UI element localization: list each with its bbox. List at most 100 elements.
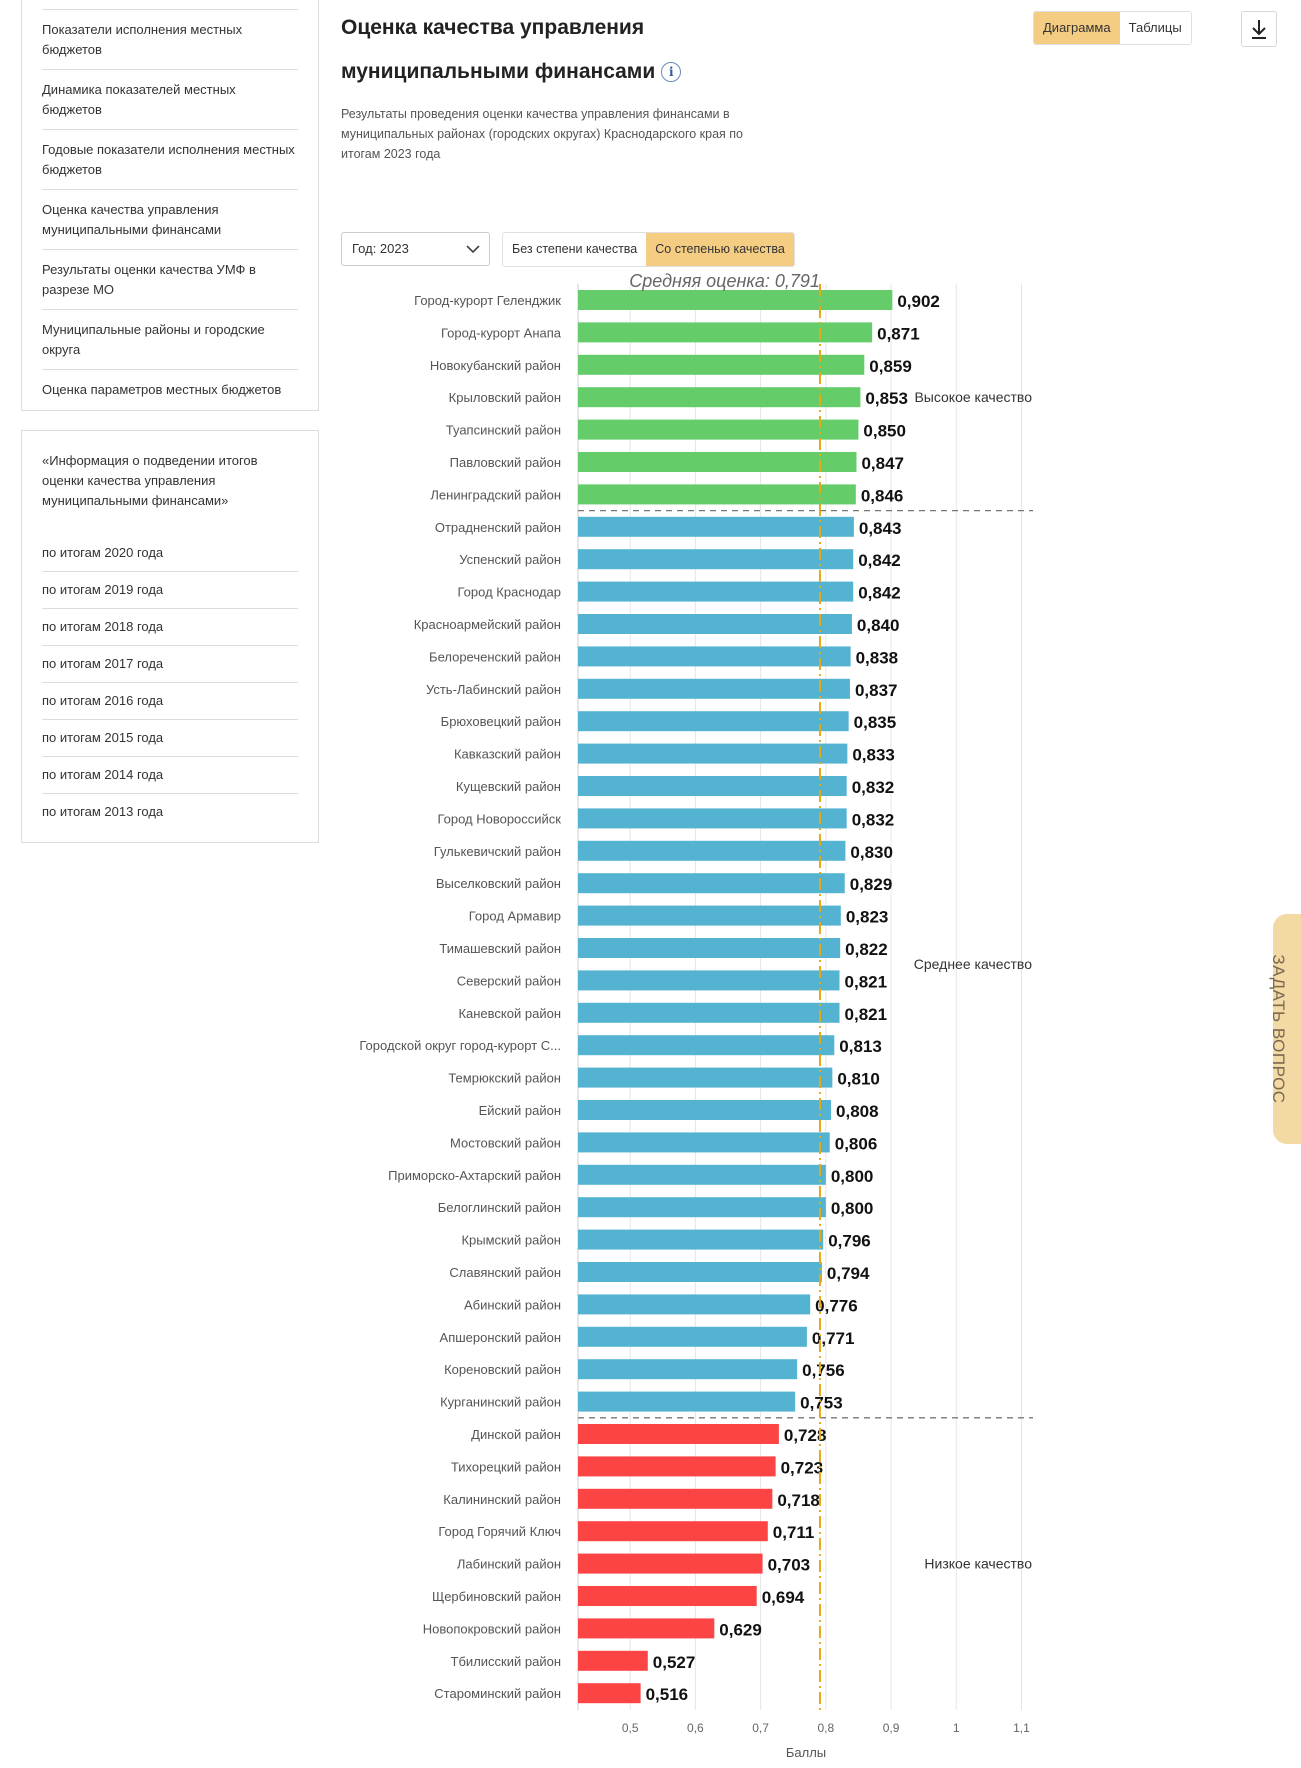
chevron-down-icon: [466, 245, 480, 254]
category-label: Курганинский район: [440, 1395, 561, 1410]
category-label: Город Горячий Ключ: [438, 1524, 561, 1539]
bar-value-label: 0,703: [768, 1556, 811, 1575]
sidebar-item-annual-indicators[interactable]: Годовые показатели исполнения местных бю…: [42, 130, 298, 190]
bar-medium: [578, 1164, 826, 1185]
sidebar-item-districts[interactable]: Муниципальные районы и городские округа: [42, 310, 298, 370]
bar-medium: [578, 516, 854, 537]
bar-medium: [578, 1326, 807, 1347]
bar-low: [578, 1618, 715, 1639]
category-label: Усть-Лабинский район: [426, 682, 561, 697]
bar-medium: [578, 1262, 822, 1282]
x-tick-label: 0,5: [622, 1721, 639, 1735]
bar-value-label: 0,694: [762, 1588, 805, 1607]
view-chart-button[interactable]: Диаграмма: [1034, 12, 1120, 44]
category-label: Тихорецкий район: [451, 1459, 561, 1474]
bar-medium: [578, 873, 845, 894]
category-label: Красноармейский район: [414, 617, 561, 632]
category-label: Славянский район: [449, 1265, 561, 1280]
bar-medium: [578, 743, 848, 764]
year-select[interactable]: Год: 2023: [341, 232, 490, 266]
bar-value-label: 0,821: [845, 1005, 888, 1024]
bar-value-label: 0,728: [784, 1426, 827, 1445]
category-label: Крыловский район: [449, 390, 561, 405]
bar-high: [578, 484, 856, 505]
category-label: Выселковский район: [436, 876, 561, 891]
download-icon: [1252, 20, 1266, 39]
category-label: Белореченский район: [429, 649, 561, 664]
zone-label-low: Низкое качество: [924, 1556, 1032, 1572]
report-link-2014[interactable]: по итогам 2014 года: [42, 757, 298, 794]
download-button[interactable]: [1241, 11, 1277, 47]
bar-medium: [578, 776, 847, 796]
bar-value-label: 0,810: [837, 1070, 880, 1089]
report-link-2020[interactable]: по итогам 2020 года: [42, 535, 298, 572]
without-quality-button[interactable]: Без степени качества: [503, 233, 647, 266]
bar-medium: [578, 938, 841, 958]
bar-high: [578, 452, 857, 472]
report-link-2019[interactable]: по итогам 2019 года: [42, 572, 298, 609]
category-label: Гулькевичский район: [434, 844, 561, 859]
view-toggle: Диаграмма Таблицы: [1033, 11, 1192, 45]
bar-low: [578, 1650, 648, 1671]
x-tick-label: 1,1: [1013, 1721, 1030, 1735]
ask-question-label: ЗАДАТЬ ВОПРОС: [1269, 954, 1288, 1104]
sidebar-item-budget-execution[interactable]: Показатели исполнения местных бюджетов: [42, 10, 298, 70]
bar-medium: [578, 1132, 830, 1153]
bar-medium: [578, 1035, 835, 1056]
view-tables-button[interactable]: Таблицы: [1119, 12, 1191, 44]
report-link-2017[interactable]: по итогам 2017 года: [42, 646, 298, 683]
category-label: Ленинградский район: [430, 487, 561, 502]
bar-medium: [578, 581, 854, 602]
x-tick-label: 0,6: [687, 1721, 704, 1735]
category-label: Туапсинский район: [446, 423, 561, 438]
category-label: Каневской район: [458, 1006, 561, 1021]
category-label: Щербиновский район: [432, 1589, 561, 1604]
category-label: Лабинский район: [457, 1557, 561, 1572]
sidebar-item-results-by-mo[interactable]: Результаты оценки качества УМФ в разрезе…: [42, 250, 298, 310]
info-icon[interactable]: i: [661, 62, 682, 83]
with-quality-button[interactable]: Со степенью качества: [646, 233, 794, 266]
bar-value-label: 0,871: [877, 324, 920, 343]
bar-medium: [578, 1294, 811, 1315]
ask-question-button[interactable]: [1273, 914, 1301, 1144]
average-label: Средняя оценка: 0,791: [629, 271, 820, 291]
category-label: Тимашевский район: [439, 941, 561, 956]
bar-value-label: 0,806: [835, 1134, 878, 1153]
category-label: Ейский район: [479, 1103, 561, 1118]
bar-value-label: 0,846: [861, 486, 904, 505]
bar-value-label: 0,838: [856, 648, 899, 667]
bar-medium: [578, 840, 846, 861]
bar-value-label: 0,808: [836, 1102, 879, 1121]
bar-value-label: 0,718: [777, 1491, 820, 1510]
bar-low: [578, 1521, 768, 1542]
bar-medium: [578, 905, 841, 926]
bar-value-label: 0,776: [815, 1296, 858, 1315]
sidebar-item-quality-assessment[interactable]: Оценка качества управления муниципальным…: [42, 190, 298, 250]
report-link-2016[interactable]: по итогам 2016 года: [42, 683, 298, 720]
x-tick-label: 0,7: [752, 1721, 769, 1735]
bar-low: [578, 1683, 641, 1704]
sidebar-reports: «Информация о подведении итогов оценки к…: [21, 430, 319, 843]
bar-value-label: 0,837: [855, 681, 898, 700]
bar-value-label: 0,850: [863, 422, 906, 441]
report-link-2013[interactable]: по итогам 2013 года: [42, 804, 164, 819]
bar-value-label: 0,823: [846, 908, 889, 927]
bar-value-label: 0,843: [859, 519, 902, 538]
category-label: Город Краснодар: [458, 585, 561, 600]
bar-value-label: 0,833: [852, 746, 895, 765]
bar-value-label: 0,800: [831, 1167, 874, 1186]
category-label: Успенский район: [459, 552, 561, 567]
bar-value-label: 0,527: [653, 1653, 696, 1672]
report-link-2015[interactable]: по итогам 2015 года: [42, 720, 298, 757]
sidebar-item-budget-dynamics[interactable]: Динамика показателей местных бюджетов: [42, 70, 298, 130]
category-label: Апшеронский район: [440, 1330, 561, 1345]
x-tick-label: 1: [953, 1721, 960, 1735]
sidebar-item-budget-parameters[interactable]: Оценка параметров местных бюджетов: [42, 382, 282, 397]
report-link-2018[interactable]: по итогам 2018 года: [42, 609, 298, 646]
category-label: Белоглинский район: [438, 1200, 561, 1215]
bar-medium: [578, 808, 847, 829]
sidebar-menu-top-stub: [42, 0, 298, 10]
quality-toggle: Без степени качества Со степенью качеств…: [502, 232, 795, 267]
category-label: Кореновский район: [444, 1362, 561, 1377]
category-label: Динской район: [471, 1427, 561, 1442]
